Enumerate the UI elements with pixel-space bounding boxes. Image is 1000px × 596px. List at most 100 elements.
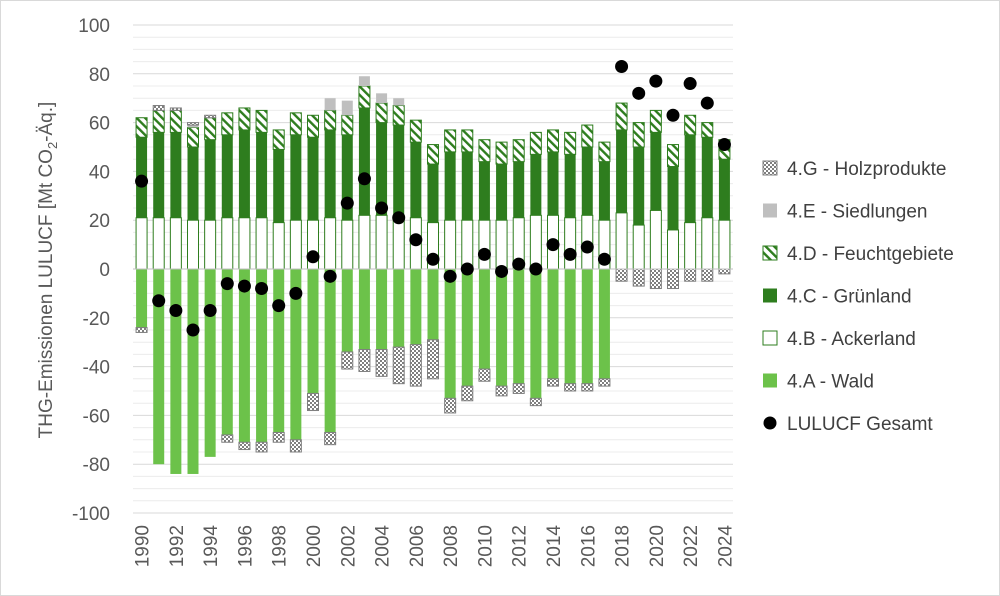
bar-gruen-2014 xyxy=(547,151,559,216)
bar-siedl-1993 xyxy=(187,125,199,128)
bar-feucht-1990 xyxy=(135,117,148,138)
y-tick-label: 0 xyxy=(99,260,110,281)
bar-holz-2007 xyxy=(427,339,439,380)
bar-gruen-1996 xyxy=(238,129,250,218)
bar-holz-1994 xyxy=(204,114,217,119)
bar-wald-1998 xyxy=(273,269,285,433)
bar-stack-2014 xyxy=(547,129,559,387)
bar-feucht-2011 xyxy=(495,141,508,165)
y-axis-label-subscript: 2 xyxy=(45,142,60,149)
bar-gruen-2021 xyxy=(667,166,679,230)
bar-feucht-1998 xyxy=(272,129,285,150)
bar-feucht-2005 xyxy=(392,105,405,126)
point-gesamt-1996 xyxy=(237,279,251,293)
point-gesamt-2000 xyxy=(306,250,320,264)
bar-holz-2011 xyxy=(495,385,508,397)
bar-feucht-2010 xyxy=(478,139,491,163)
bar-siedl-2003 xyxy=(358,76,370,86)
bar-siedl-2001 xyxy=(324,98,336,111)
bar-gruen-2017 xyxy=(598,161,610,221)
bar-gruen-2005 xyxy=(393,125,405,216)
bar-gruen-2012 xyxy=(513,161,525,218)
bar-acker-2015 xyxy=(564,217,577,270)
bar-feucht-1997 xyxy=(255,109,268,133)
bar-feucht-2022 xyxy=(684,114,697,136)
legend-label-siedl: 4.E - Siedlungen xyxy=(787,202,928,223)
x-tick-label: 2012 xyxy=(510,525,531,567)
point-gesamt-1991 xyxy=(152,294,166,308)
bar-stack-1994 xyxy=(204,114,217,457)
x-tick-label: 1998 xyxy=(270,525,291,567)
x-tick-label: 2004 xyxy=(373,525,394,568)
bar-stack-2024 xyxy=(718,139,731,275)
x-tick-label: 2020 xyxy=(647,525,668,567)
bar-wald-1999 xyxy=(290,269,302,440)
bar-stack-1996 xyxy=(238,107,251,451)
bar-acker-2021 xyxy=(667,229,679,270)
x-tick-label: 2024 xyxy=(715,525,736,568)
legend-label-acker: 4.B - Ackerland xyxy=(787,329,916,350)
bar-gruen-2007 xyxy=(427,164,439,223)
y-axis-label: THG-Emissionen LULUCF [Mt CO2-Äq.] xyxy=(36,102,60,439)
bar-wald-2006 xyxy=(410,269,422,345)
y-tick-label: -100 xyxy=(72,504,110,525)
bar-holz-2001 xyxy=(324,431,337,446)
point-gesamt-2002 xyxy=(340,196,354,210)
point-gesamt-1992 xyxy=(169,303,183,317)
point-gesamt-1995 xyxy=(220,277,234,291)
y-tick-label: 20 xyxy=(89,211,110,232)
bar-feucht-2018 xyxy=(615,102,628,131)
bar-acker-2009 xyxy=(461,219,474,270)
bar-gruen-2019 xyxy=(633,147,645,226)
point-gesamt-2003 xyxy=(357,172,371,186)
bar-feucht-2001 xyxy=(324,109,337,131)
bar-wald-2008 xyxy=(444,269,456,399)
bar-holz-2018 xyxy=(615,268,628,282)
bar-holz-2010 xyxy=(478,368,491,382)
bar-feucht-2013 xyxy=(529,131,542,155)
bar-holz-1995 xyxy=(221,434,234,443)
point-gesamt-2013 xyxy=(529,262,543,276)
bar-holz-1990 xyxy=(135,327,148,333)
bar-gruen-2015 xyxy=(564,154,576,218)
point-gesamt-2018 xyxy=(615,59,629,73)
legend-label-holz: 4.G - Holzprodukte xyxy=(787,159,946,180)
bar-gruen-2008 xyxy=(444,151,456,221)
bar-holz-2009 xyxy=(461,385,474,402)
y-tick-label: -40 xyxy=(83,358,110,379)
bar-stack-1990 xyxy=(135,117,148,333)
point-gesamt-2016 xyxy=(580,240,594,254)
bar-acker-2024 xyxy=(718,219,731,270)
legend-marker-gesamt xyxy=(763,416,777,430)
bar-holz-2000 xyxy=(307,392,319,412)
x-tick-label: 2010 xyxy=(475,525,496,567)
bar-acker-1991 xyxy=(152,217,165,270)
point-gesamt-2021 xyxy=(666,108,680,122)
bar-gruen-2006 xyxy=(410,142,422,218)
bar-holz-2002 xyxy=(341,351,354,370)
bar-wald-1997 xyxy=(256,269,268,443)
bar-feucht-2009 xyxy=(461,129,474,153)
bar-wald-2003 xyxy=(358,269,370,350)
bar-stack-2002 xyxy=(341,100,354,370)
legend-item-feucht: 4.D - Feuchtgebiete xyxy=(762,244,954,265)
bar-stack-2015 xyxy=(564,131,577,392)
point-gesamt-2015 xyxy=(563,247,577,261)
point-gesamt-2012 xyxy=(512,257,526,271)
bar-feucht-1994 xyxy=(204,117,217,141)
bar-feucht-2012 xyxy=(512,139,525,163)
x-tick-label: 2018 xyxy=(613,525,634,567)
bar-feucht-1995 xyxy=(221,112,234,136)
bar-holz-1998 xyxy=(272,431,285,443)
point-gesamt-2006 xyxy=(409,233,423,247)
bar-wald-1993 xyxy=(187,269,199,474)
bar-holz-2016 xyxy=(581,383,594,392)
bar-wald-2015 xyxy=(564,269,576,384)
bar-stack-2005 xyxy=(392,98,405,385)
bar-gruen-1998 xyxy=(273,149,285,223)
bar-siedl-2004 xyxy=(376,93,388,104)
bar-siedl-2005 xyxy=(393,98,405,106)
point-gesamt-2001 xyxy=(323,269,337,283)
bar-holz-1991 xyxy=(152,105,165,111)
legend-item-acker: 4.B - Ackerland xyxy=(762,329,916,350)
